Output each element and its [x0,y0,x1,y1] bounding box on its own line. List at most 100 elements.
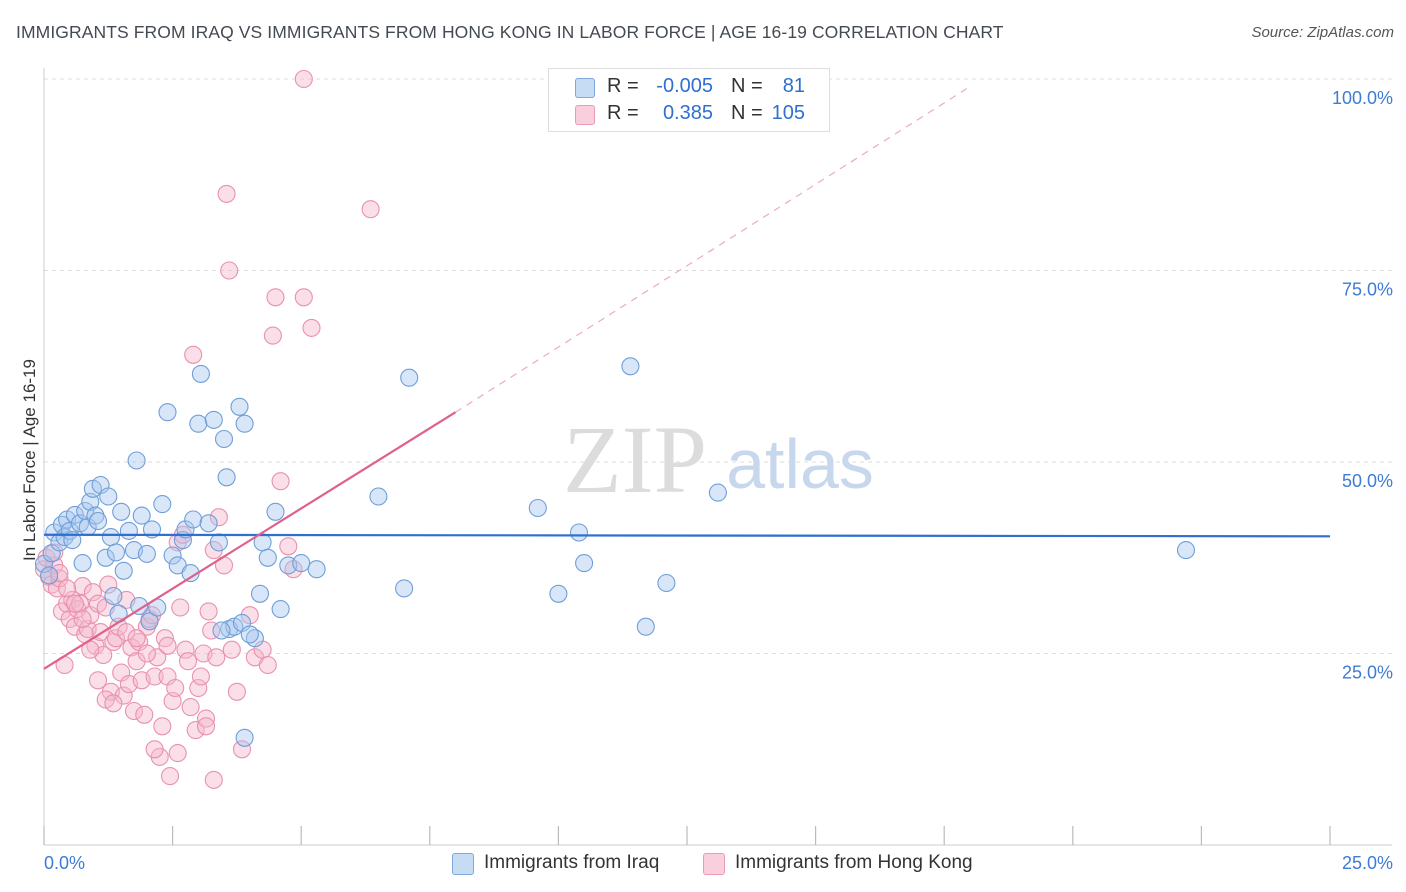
iraq-swatch [575,78,595,98]
x-tick-label-start: 0.0% [44,853,85,873]
y-tick-label: 25.0% [1342,663,1393,683]
iraq-point [250,584,270,603]
stats-legend: R = -0.005 N = 81 R = 0.385 N = 105 [548,68,830,132]
iraq-point [230,397,249,416]
n-value-iraq: 81 [782,75,805,97]
iraq-point [266,502,285,521]
iraq-point [271,600,290,619]
y-tick-label: 75.0% [1342,280,1393,300]
grid-layer [43,68,1392,846]
iraq-point [549,584,568,603]
hk-point [196,717,216,736]
n-value-hk: 105 [771,102,805,124]
iraq-point [88,511,108,531]
iraq-point [101,528,120,547]
hk-trend-extension [455,86,971,413]
hk-legend-swatch [703,853,725,875]
iraq-point [1176,541,1196,560]
iraq-point [163,546,182,565]
iraq-point [657,573,676,593]
iraq-point [140,612,159,631]
tick-label-layer: 100.0% 75.0% 50.0% 25.0% 0.0% 25.0% [44,88,1393,873]
hk-point [232,740,252,759]
iraq-point [142,520,162,539]
iraq-point [112,502,131,521]
iraq-point [65,505,84,524]
hk-point [266,288,285,307]
hk-point [168,744,187,763]
hk-point [88,671,108,690]
iraq-point [99,487,118,506]
hk-point [227,682,246,701]
iraq-point [258,548,277,567]
iraq-point [153,495,172,514]
y-tick-label: 50.0% [1342,471,1393,491]
hk-point [153,717,172,736]
trend-layer [43,86,1331,670]
hk-point [199,602,218,621]
hk-point [302,318,321,337]
hk-point [176,640,195,659]
iraq-point [400,368,419,387]
hk-point [217,184,236,203]
iraq-point [240,625,259,644]
legend-row-iraq: R = -0.005 N = 81 [549,75,829,101]
hk-point [171,598,190,617]
iraq-point [214,429,234,449]
hk-point [209,508,228,527]
hk-point [70,594,90,613]
hk-point [204,770,223,789]
r-value-iraq: -0.005 [656,75,713,97]
hk-point [160,767,180,786]
hk-point [181,698,200,717]
iraq-point [235,414,254,433]
iraq-point [636,617,655,636]
hk-point [145,667,164,686]
hk-point [50,569,69,588]
iraq-point [158,403,177,422]
iraq-point [189,414,208,433]
iraq-point [621,357,640,376]
iraq-point [708,483,727,502]
iraq-legend-label: Immigrants from Iraq [484,852,660,873]
iraq-point [119,521,138,540]
iraq-point [191,364,210,383]
iraq-point [176,520,195,539]
iraq-point [184,510,203,529]
hk-point [294,69,313,89]
iraq-point [395,579,414,598]
iraq-point [104,586,123,606]
iraq-point [114,561,133,580]
iraq-point [96,548,115,567]
iraq-point [204,410,223,429]
iraq-point [137,544,156,563]
hk-point [207,648,226,667]
n-label: N = [731,75,763,97]
hk-point [189,678,208,698]
hk-point [99,575,118,594]
hk-point [83,583,102,602]
legend-row-hk: R = 0.385 N = 105 [549,102,829,128]
r-label: R = [607,102,639,124]
hk-point [186,721,205,740]
r-label: R = [607,75,639,97]
hk-trend-line [43,411,457,670]
iraq-point [199,514,218,533]
iraq-point [212,621,231,640]
iraq-point [132,506,151,525]
watermark-atlas: atlas [726,425,874,503]
iraq-point [575,554,594,573]
hk-point [279,537,298,556]
y-tick-label: 100.0% [1332,88,1393,108]
iraq-point [40,566,59,585]
hk-point [196,709,216,728]
hk-point [294,288,313,307]
hk-point [263,326,282,345]
hk-point [114,686,133,705]
hk-point [166,678,185,698]
hk-point [73,609,92,629]
hk-point [137,644,156,663]
hk-legend-label: Immigrants from Hong Kong [735,852,973,873]
iraq-point [235,728,254,747]
hk-point [106,629,126,648]
